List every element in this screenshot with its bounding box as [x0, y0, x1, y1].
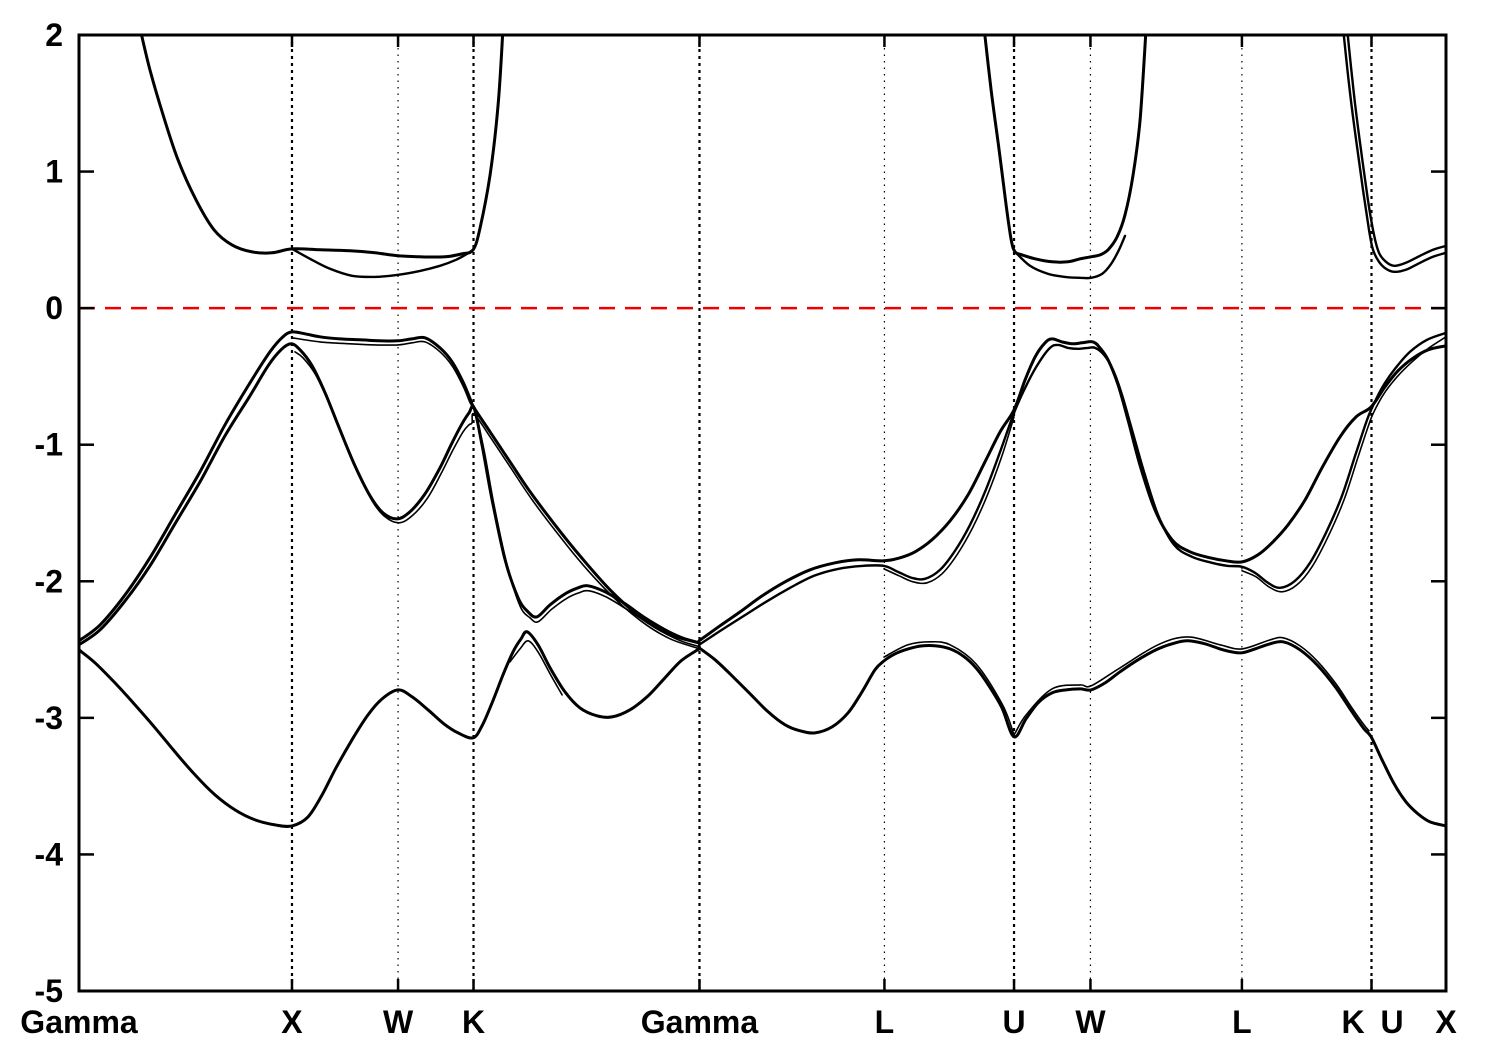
band-valence-upper-b-gamma-l-u-w-l-ku-x: [697, 331, 1446, 646]
y-tick-label: 2: [45, 17, 63, 53]
band-conduction-x-k-lower: [290, 247, 475, 279]
kpoint-label-x: X: [281, 1004, 303, 1040]
kpoint-label-u: U: [1002, 1004, 1025, 1040]
kpoint-label-k: K: [462, 1004, 485, 1040]
band-conduction-ku-x-upper: [1346, 35, 1446, 268]
kpoint-label-k: K: [1341, 1004, 1364, 1040]
kpoint-label-l: L: [875, 1004, 895, 1040]
band-valence-upper-echo-l-ku-x: [1241, 336, 1446, 593]
band-conduction-gamma-x-w-k: [140, 35, 505, 259]
y-tick-label: -1: [35, 427, 63, 463]
kpoint-label-w: W: [383, 1004, 414, 1040]
band-valence-dip-echo-l-u: [883, 416, 1015, 585]
band-valence-top-echo-x-w-k-gamma: [291, 336, 701, 648]
band-valence-bottom-gamma-l-u-w-l-ku-x: [697, 639, 1446, 828]
band-conduction-u-w-lower: [1013, 234, 1127, 280]
kpoint-label-l: L: [1232, 1004, 1252, 1040]
y-tick-label: -3: [35, 700, 63, 736]
plot-border: [77, 33, 1448, 993]
band-valence-top-a-gamma-x-w-k-gamma: [79, 330, 701, 645]
band-valence-top-b-gamma-x-w-k-gamma: [79, 342, 701, 647]
kpoint-label-w: W: [1075, 1004, 1106, 1040]
kpoint-label-x: X: [1435, 1004, 1457, 1040]
kpoint-gridlines: [290, 35, 1373, 991]
y-tick-label: -2: [35, 563, 63, 599]
y-axis-tick-labels: -5 -4 -3 -2 -1 0 1 2: [35, 17, 64, 1009]
energy-bands: [79, 35, 1446, 828]
band-conduction-l-u-w-upper: [983, 35, 1148, 264]
band-conduction-ku-x-lower: [1342, 35, 1446, 274]
band-valence-valley-echo-x-w-k-gamma: [294, 351, 701, 650]
band-valence-bottom-gamma-x-w-k-gamma: [79, 630, 701, 828]
y-tick-label: -5: [35, 973, 63, 1009]
kpoint-labels: Gamma X W K Gamma L U W L K U X: [20, 1004, 1457, 1040]
axes-border-and-ticks: [77, 33, 1448, 993]
band-valence-bottom-echo-l-u-w-l-ku: [883, 636, 1370, 738]
band-valence-upper-a-gamma-l-u-w-l-ku-x: [697, 337, 1446, 643]
kpoint-label-u: U: [1380, 1004, 1403, 1040]
kpoint-label-gamma: Gamma: [641, 1004, 759, 1040]
kpoint-label-gamma: Gamma: [20, 1004, 138, 1040]
y-tick-label: -4: [35, 836, 64, 872]
y-tick-label: 0: [45, 290, 63, 326]
band-valence-lambda-echo: [509, 639, 563, 696]
y-tick-label: 1: [45, 154, 63, 190]
